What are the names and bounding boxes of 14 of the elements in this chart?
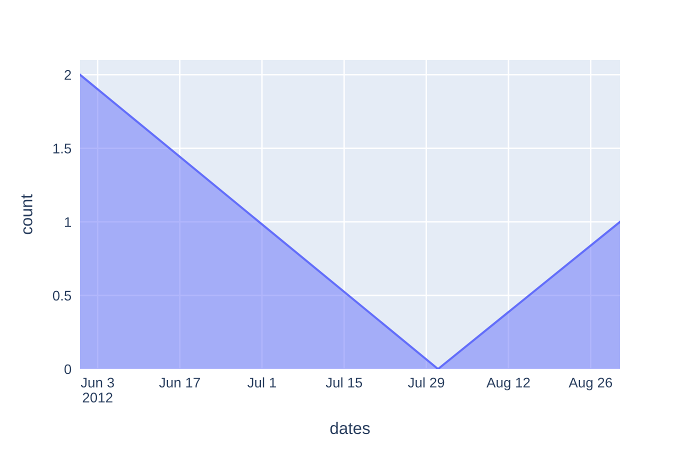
x-tick-label: Jul 29 [408, 377, 444, 388]
x-tick-label: Jul 1 [248, 377, 276, 388]
y-tick-label: 1 [65, 217, 71, 227]
y-tick-label: 0 [64, 364, 72, 374]
y-axis-title: count [21, 194, 32, 234]
x-tick-label: Aug 12 [486, 378, 530, 390]
x-tick-label: Aug 26 [568, 378, 612, 390]
x-axis-title: dates [330, 422, 370, 434]
y-tick-label: 0.5 [52, 290, 72, 301]
y-tick-label: 2 [64, 70, 71, 80]
x-tick-label: Jun 17 [159, 378, 200, 388]
y-tick-label: 1.5 [53, 144, 72, 154]
x-tick-label: Jun 3 2012 [80, 378, 114, 402]
x-tick-label: Jul 15 [326, 377, 362, 388]
